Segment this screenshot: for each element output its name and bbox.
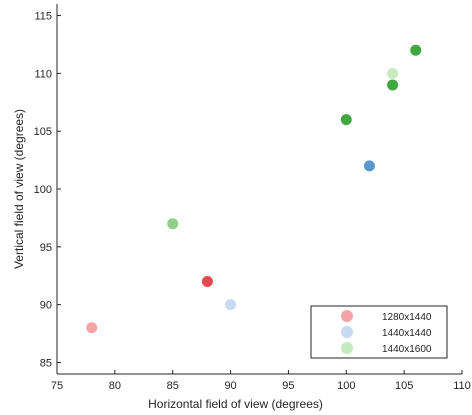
y-tick-label: 85 xyxy=(40,357,52,369)
data-point xyxy=(167,218,179,230)
y-tick-label: 115 xyxy=(34,11,52,23)
x-tick-label: 75 xyxy=(51,380,63,392)
data-point xyxy=(410,44,422,56)
data-points xyxy=(86,44,422,334)
y-tick-label: 105 xyxy=(34,126,52,138)
data-point xyxy=(340,114,352,126)
data-point xyxy=(201,276,213,287)
legend-marker xyxy=(341,342,353,354)
x-tick-label: 105 xyxy=(395,380,413,392)
y-tick-label: 95 xyxy=(40,242,52,254)
data-point xyxy=(225,299,237,311)
x-tick-label: 90 xyxy=(224,380,236,392)
data-point xyxy=(363,160,375,172)
x-tick-label: 110 xyxy=(453,380,471,392)
data-point xyxy=(387,67,399,79)
y-tick-label: 100 xyxy=(34,184,52,196)
legend-entries: 1280x1440 1440x1440 1440x1600 xyxy=(341,310,432,355)
legend: 1280x1440 1440x1440 1440x1600 xyxy=(310,305,448,359)
y-tick-label: 110 xyxy=(34,68,52,80)
x-tick-label: 85 xyxy=(167,380,179,392)
y-axis-label: Vertical field of view (degrees) xyxy=(12,109,26,269)
y-tick-label: 90 xyxy=(40,300,52,312)
y-ticks: 85 90 95 100 105 110 115 xyxy=(34,11,61,369)
x-tick-label: 100 xyxy=(337,380,355,392)
legend-box xyxy=(310,305,448,359)
legend-label: 1440x1440 xyxy=(382,328,432,339)
x-tick-label: 95 xyxy=(282,380,294,392)
data-point xyxy=(387,79,399,91)
x-ticks: 75 80 85 90 95 100 105 110 xyxy=(51,370,471,392)
legend-label: 1280x1440 xyxy=(382,312,432,323)
x-axis-label: Horizontal field of view (degrees) xyxy=(148,397,323,411)
x-tick-label: 80 xyxy=(109,380,121,392)
legend-marker xyxy=(341,326,353,338)
legend-marker xyxy=(341,310,353,322)
legend-label: 1440x1600 xyxy=(382,344,432,355)
data-point xyxy=(86,322,98,334)
